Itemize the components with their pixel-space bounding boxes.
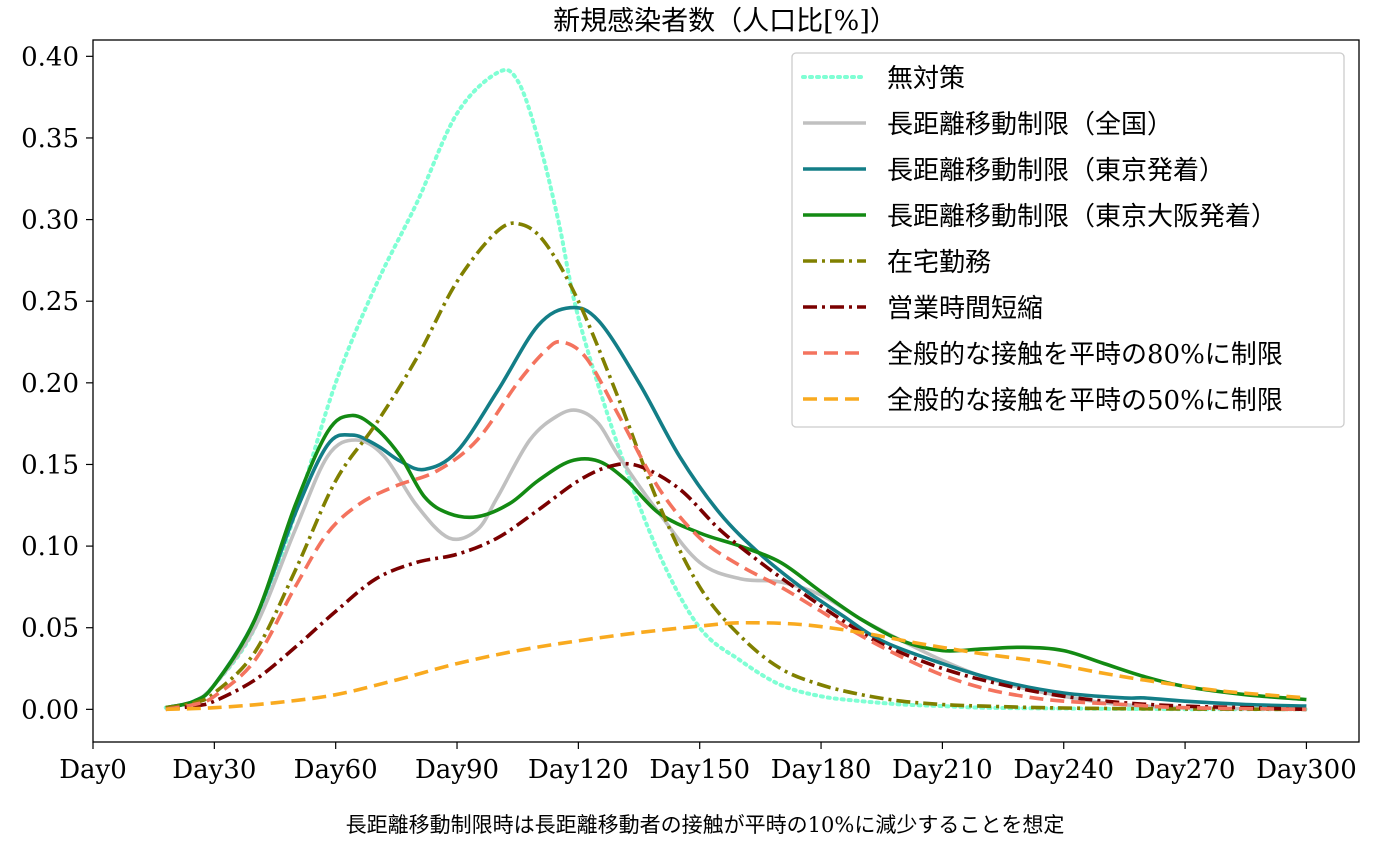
legend-label-5: 営業時間短縮 — [887, 294, 1043, 324]
axes: Day0 Day30 Day60 Day90 Day120 Day150 Day180 Day… — [21, 42, 1357, 785]
x-tick-label: Day180 — [771, 755, 872, 785]
y-tick-label: 0.00 — [21, 695, 79, 725]
legend-frame — [791, 52, 1345, 428]
legend-label-7: 全般的な接触を平時の50%に制限 — [887, 386, 1283, 416]
x-tick-label: Day30 — [172, 755, 256, 785]
x-tick-label: Day0 — [59, 755, 127, 785]
y-tick-label: 0.35 — [21, 124, 79, 154]
series-line-2 — [165, 305, 1307, 710]
x-tick-label: Day150 — [649, 755, 750, 785]
y-tick-label: 0.20 — [21, 369, 79, 399]
series-line-7 — [165, 620, 1307, 712]
series-layer — [163, 67, 1309, 712]
y-tick-label: 0.30 — [21, 206, 79, 236]
y-tick-label: 0.10 — [21, 532, 79, 562]
x-tick-label: Day210 — [892, 755, 993, 785]
y-tick-label: 0.05 — [21, 614, 79, 644]
legend-label-0: 無対策 — [887, 64, 965, 94]
series-line-6 — [165, 339, 1307, 712]
x-tick-label: Day270 — [1135, 755, 1236, 785]
y-tick-label: 0.40 — [21, 42, 79, 72]
y-tick-label: 0.15 — [21, 450, 79, 480]
x-tick-label: Day60 — [294, 755, 378, 785]
series-line-5 — [165, 461, 1307, 712]
series-line-1 — [165, 408, 1307, 712]
y-tick-label: 0.25 — [21, 287, 79, 317]
legend-label-2: 長距離移動制限（東京発着） — [887, 156, 1225, 186]
chart-caption: 長距離移動制限時は長距離移動者の接触が平時の10%に減少することを想定 — [346, 813, 1065, 837]
x-tick-label: Day120 — [528, 755, 629, 785]
series-line-4 — [165, 221, 1307, 712]
x-tick-label: Day300 — [1256, 755, 1357, 785]
legend-label-4: 在宅勤務 — [887, 248, 991, 278]
legend-label-3: 長距離移動制限（東京大阪発着） — [887, 202, 1277, 232]
x-tick-label: Day240 — [1013, 755, 1114, 785]
chart-title: 新規感染者数（人口比[%]） — [553, 6, 897, 37]
legend-label-6: 全般的な接触を平時の80%に制限 — [887, 340, 1283, 370]
legend-label-1: 長距離移動制限（全国） — [887, 110, 1173, 140]
plot-area-frame — [92, 39, 1360, 743]
x-tick-label: Day90 — [415, 755, 499, 785]
series-line-3 — [165, 413, 1307, 710]
